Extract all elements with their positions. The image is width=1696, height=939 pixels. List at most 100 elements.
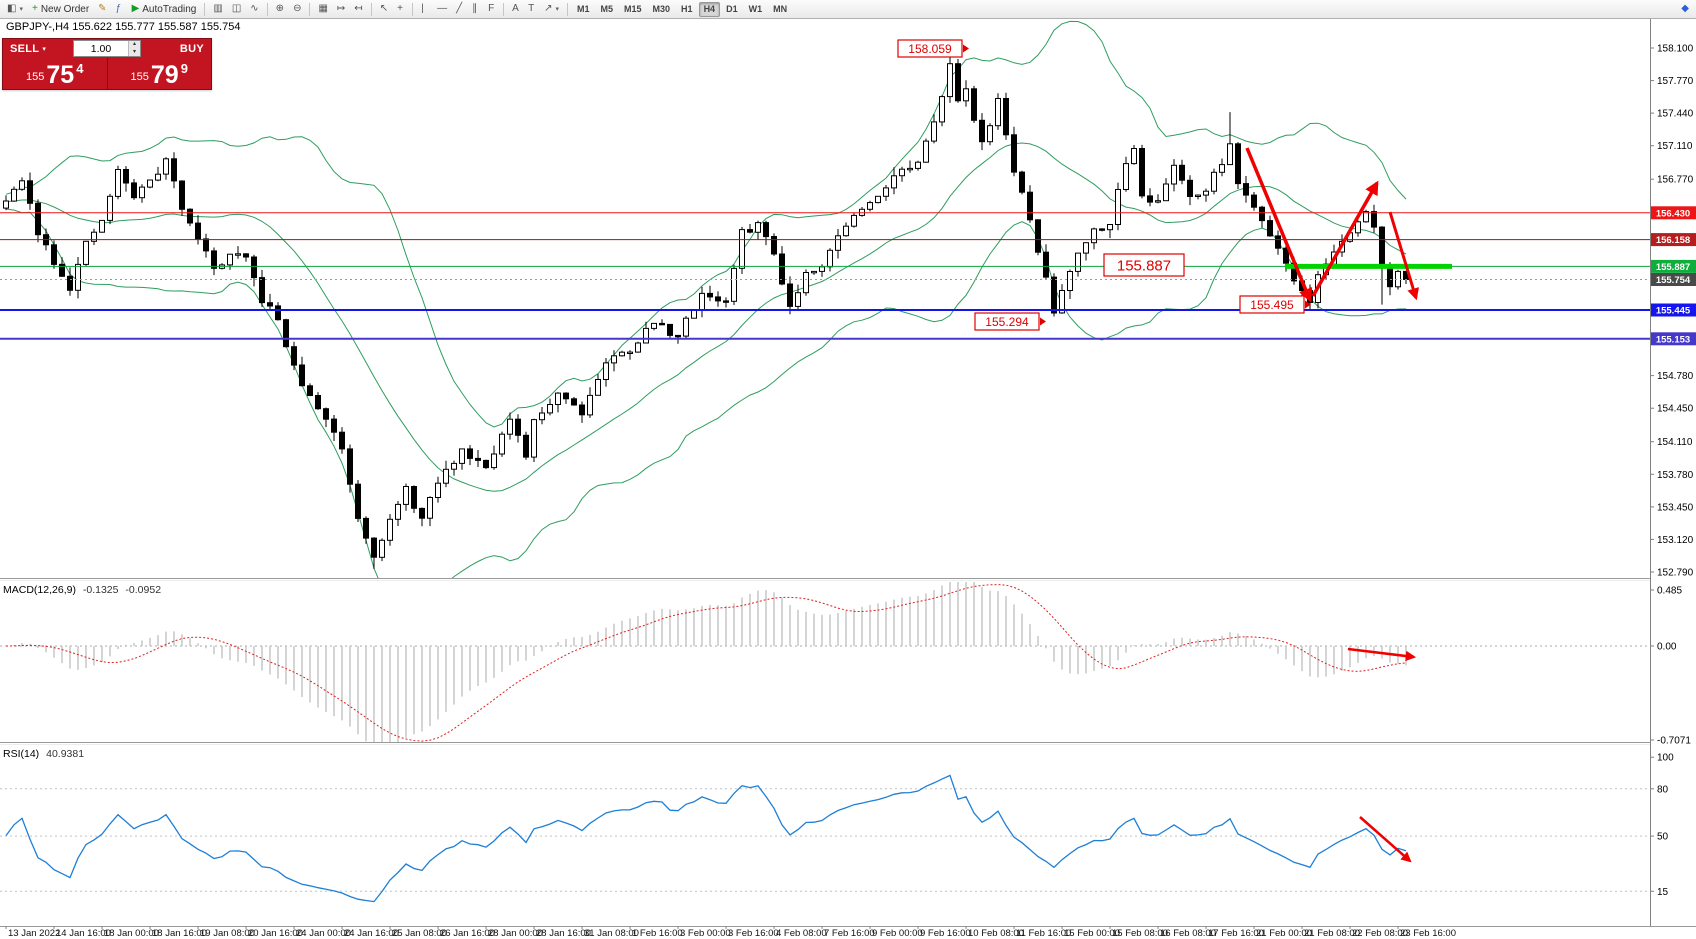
toolbar-separator [309,2,311,16]
svg-text:153.780: 153.780 [1657,470,1694,481]
line-chart-button[interactable]: ∿ [246,2,262,17]
svg-text:21 Feb 08:00: 21 Feb 08:00 [1304,928,1360,939]
price-annotations[interactable]: 158.059 155.887 155.294 155.495 [897,39,1311,331]
svg-text:156.158: 156.158 [1656,235,1690,246]
svg-text:158.059: 158.059 [908,42,952,56]
vertical-line-button[interactable]: | [417,2,432,17]
text-label-button[interactable]: T [524,2,539,17]
svg-text:156.430: 156.430 [1656,208,1690,219]
chevron-down-icon: ▾ [555,6,559,13]
timeframe-h1-button[interactable]: H1 [676,2,698,17]
buy-label[interactable]: BUY [179,42,204,55]
svg-text:23 Feb 16:00: 23 Feb 16:00 [1400,928,1456,939]
horizontal-level-lines[interactable] [0,212,1650,340]
chart-shift-icon: ↤ [354,3,363,14]
sell-label[interactable]: SELL [10,42,40,55]
metaeditor-button[interactable]: ✎ [94,2,110,17]
community-button[interactable]: ◆ [1677,2,1693,17]
bollinger-bands [5,20,1407,578]
svg-text:157.440: 157.440 [1657,109,1694,120]
timeframe-mn-button[interactable]: MN [768,2,792,17]
timeframe-d1-button[interactable]: D1 [721,2,743,17]
fibonacci-icon: F [488,3,495,14]
zoom-out-icon: ⊖ [293,3,302,14]
timeframe-m15-button[interactable]: M15 [619,2,647,17]
autotrading-button[interactable]: ▶ AutoTrading [128,2,201,17]
svg-text:9 Feb 00:00: 9 Feb 00:00 [872,928,923,939]
one-click-price-row: 155 75 4 155 79 9 [3,58,211,89]
panel-separators[interactable] [0,578,1696,927]
svg-text:158.100: 158.100 [1657,44,1694,55]
trend-arrows[interactable] [1245,147,1419,863]
timeframe-w1-button[interactable]: W1 [744,2,768,17]
timeframe-m30-button[interactable]: M30 [648,2,676,17]
timeframe-m5-button[interactable]: M5 [596,2,619,17]
svg-text:18 Jan 16:00: 18 Jan 16:00 [152,928,207,939]
arrows-button[interactable]: ↗ ▾ [540,2,563,17]
price-axis[interactable]: 158.100 157.770 157.440 157.110 156.770 154.7… [1650,18,1696,926]
svg-text:3 Feb 00:00: 3 Feb 00:00 [680,928,731,939]
timeframe-m30-button-label: M30 [652,4,671,14]
chevron-down-icon[interactable]: ▾ [42,45,46,53]
price-axis-badges: 156.430 156.158 155.887 155.754 155.445 155.1… [1651,206,1696,345]
new-order-button[interactable]: + New Order [28,2,93,17]
volume-down-button[interactable]: ▾ [129,48,140,56]
svg-text:22 Feb 08:00: 22 Feb 08:00 [1352,928,1408,939]
macd-indicator-header: MACD(12,26,9) -0.1325 -0.0952 [3,584,161,596]
svg-text:31 Jan 08:00: 31 Jan 08:00 [584,928,639,939]
svg-text:155.754: 155.754 [1656,275,1691,286]
svg-text:-0.7071: -0.7071 [1657,736,1691,747]
level-price-label[interactable]: 155.887 [1103,253,1185,277]
svg-text:157.770: 157.770 [1657,76,1694,87]
toolbar-separator [412,2,414,16]
crosshair-button[interactable]: + [393,2,408,17]
svg-text:154.110: 154.110 [1657,437,1693,448]
sell-price-sup: 4 [76,61,84,76]
zoom-in-button[interactable]: ⊕ [272,2,288,17]
volume-field[interactable]: ▴ ▾ [73,40,141,57]
toolbar-separator [204,2,206,16]
sell-button[interactable]: 155 75 4 [3,58,108,89]
toolbar: ◧ ▾ + New Order ✎ ƒ ▶ AutoTrading ▥ ◫ ∿ ⊕ ⊖ ▦ ↦ ↤ ↖ + | — ╱ ∥… [0,0,1696,19]
equidistant-channel-button[interactable]: ∥ [468,2,483,17]
svg-text:10 Feb 08:00: 10 Feb 08:00 [968,928,1024,939]
timeframe-h4-button[interactable]: H4 [698,1,721,17]
high-price-label[interactable]: 158.059 [897,39,969,58]
candlestick-chart-icon: ◫ [231,3,242,14]
tile-windows-button[interactable]: ▦ [314,2,331,17]
timeframe-m5-button-label: M5 [600,4,614,14]
one-click-trading-panel: SELL ▾ ▴ ▾ BUY 155 75 4 155 79 9 [2,38,212,90]
svg-text:16 Feb 08:00: 16 Feb 08:00 [1160,928,1216,939]
swing-low-label[interactable]: 155.495 [1239,295,1311,314]
timeframe-m1-button[interactable]: M1 [572,2,595,17]
buy-button[interactable]: 155 79 9 [108,58,212,89]
metaeditor-icon: ✎ [98,3,107,14]
chart-shift-button[interactable]: ↤ [350,2,366,17]
trendline-button[interactable]: ╱ [452,2,467,17]
volume-input[interactable] [74,41,128,56]
bar-chart-button[interactable]: ▥ [209,2,226,17]
svg-text:154.780: 154.780 [1657,371,1694,382]
expert-advisors-button[interactable]: ƒ [112,2,127,17]
autotrading-button-label: AutoTrading [142,3,197,15]
svg-text:1 Feb 16:00: 1 Feb 16:00 [632,928,683,939]
low-price-label[interactable]: 155.294 [974,312,1046,331]
text-button[interactable]: A [508,2,523,17]
toolbar-separator [266,2,268,16]
sell-price-big: 75 [46,61,75,89]
cursor-button[interactable]: ↖ [376,2,392,17]
autotrading-icon: ▶ [131,3,140,14]
new-chart-button[interactable]: ◧ ▾ [3,2,27,17]
zoom-out-button[interactable]: ⊖ [289,2,305,17]
horizontal-line-button[interactable]: — [433,2,451,17]
auto-scroll-button[interactable]: ↦ [333,2,349,17]
svg-text:100: 100 [1657,753,1674,764]
svg-text:152.790: 152.790 [1657,567,1694,578]
svg-text:155.445: 155.445 [1656,305,1691,316]
chevron-down-icon: ▾ [19,6,23,13]
fibonacci-button[interactable]: F [484,2,499,17]
candlestick-chart-button[interactable]: ◫ [228,2,245,17]
volume-up-button[interactable]: ▴ [129,41,140,49]
